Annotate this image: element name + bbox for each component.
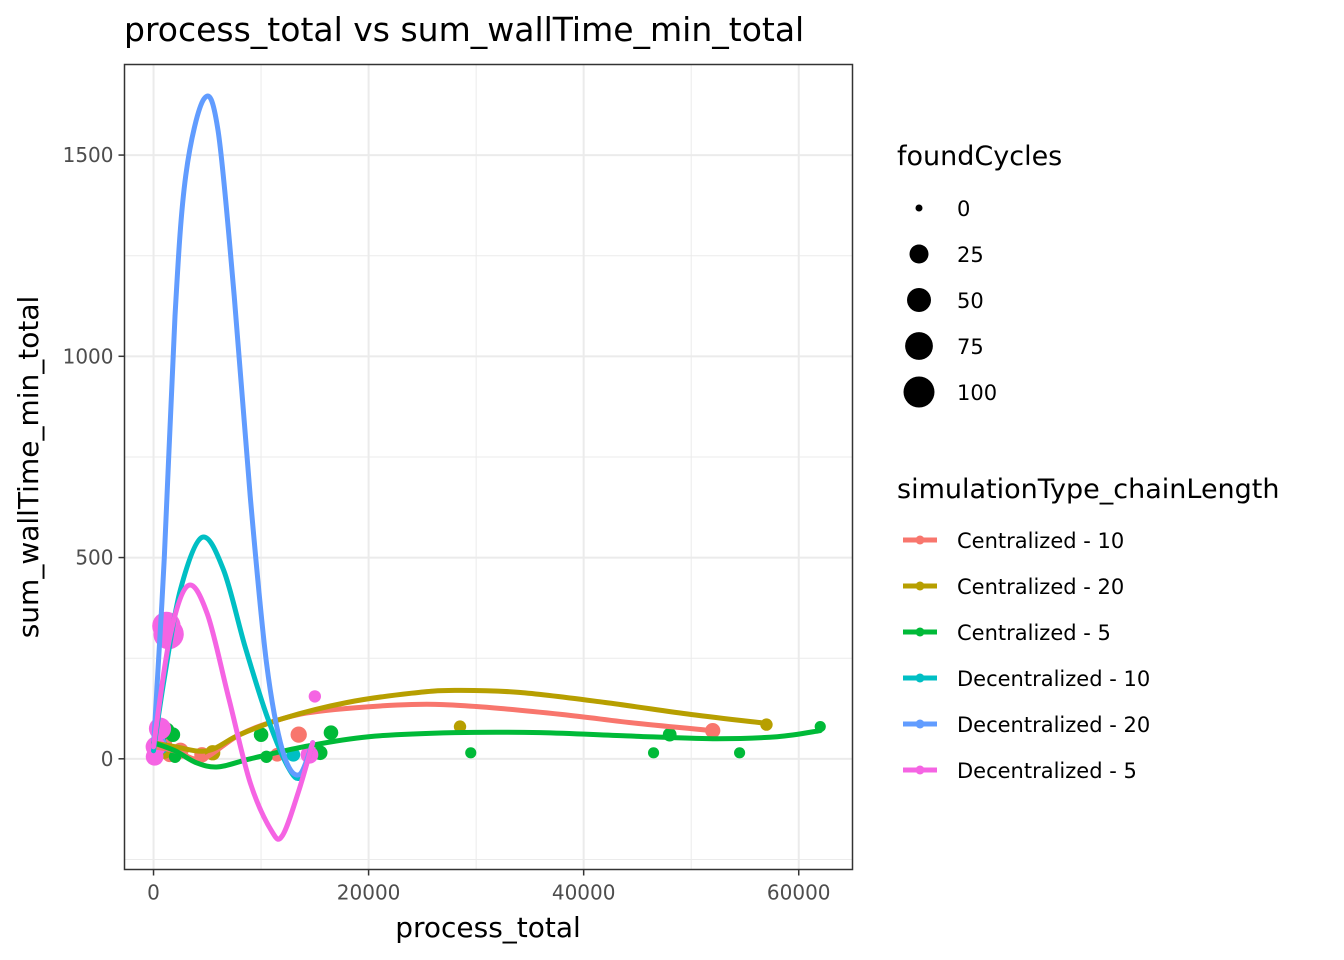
curve-centralized-5 <box>151 728 823 770</box>
size-legend: foundCycles 0 25 50 75 100 <box>897 141 1062 408</box>
color-legend-dot <box>915 627 925 637</box>
point-decentralized-5 <box>145 747 164 766</box>
curve-centralized-20 <box>151 687 769 754</box>
x-tick-label: 40000 <box>552 881 616 905</box>
color-legend-dot <box>915 581 925 591</box>
color-legend-label: Centralized - 5 <box>957 621 1111 645</box>
y-tick-label: 0 <box>101 747 114 771</box>
y-tick-label: 1500 <box>63 143 114 167</box>
y-tick-label: 1000 <box>63 344 114 368</box>
y-axis-title: sum_wallTime_min_total <box>12 296 45 639</box>
color-legend-label: Decentralized - 5 <box>957 759 1137 783</box>
size-legend-key <box>905 332 933 360</box>
point-decentralized-5 <box>308 690 322 703</box>
chart-title: process_total vs sum_wallTime_min_total <box>124 10 804 49</box>
color-legend-dot <box>915 719 925 729</box>
x-axis: 0 20000 40000 60000 <box>147 869 831 905</box>
size-legend-label: 75 <box>957 335 984 359</box>
color-legend-dot <box>915 765 925 775</box>
size-legend-label: 0 <box>957 197 970 221</box>
size-legend-key <box>903 376 935 408</box>
color-legend-label: Centralized - 10 <box>957 529 1124 553</box>
color-legend-label: Decentralized - 20 <box>957 713 1150 737</box>
color-legend-dot <box>915 535 925 545</box>
point-centralized-5 <box>465 747 477 759</box>
smooth-curves <box>151 93 823 842</box>
point-centralized-5 <box>323 725 339 740</box>
size-legend-key <box>907 288 931 312</box>
curve-decentralized-20 <box>151 93 316 778</box>
point-centralized-5 <box>734 747 746 759</box>
point-centralized-5 <box>253 727 269 742</box>
color-legend-title: simulationType_chainLength <box>897 474 1280 505</box>
size-legend-label: 50 <box>957 289 984 313</box>
point-centralized-20 <box>453 720 467 733</box>
color-legend-label: Centralized - 20 <box>957 575 1124 599</box>
color-legend-label: Decentralized - 10 <box>957 667 1150 691</box>
y-tick-label: 500 <box>75 546 113 570</box>
x-tick-label: 20000 <box>337 881 401 905</box>
color-legend-dot <box>915 673 925 683</box>
y-axis: 0 500 1000 1500 <box>63 143 125 771</box>
curve-centralized-10 <box>151 701 716 762</box>
color-legend: simulationType_chainLength Centralized -… <box>897 474 1280 783</box>
size-legend-key <box>915 204 923 212</box>
curve-decentralized-5 <box>151 582 316 842</box>
x-axis-title: process_total <box>395 911 581 944</box>
point-centralized-10 <box>290 726 307 743</box>
point-centralized-5 <box>647 747 660 759</box>
plot-panel <box>123 63 854 871</box>
x-tick-label: 0 <box>147 881 160 905</box>
size-legend-label: 100 <box>957 381 997 405</box>
x-tick-label: 60000 <box>767 881 831 905</box>
size-legend-title: foundCycles <box>897 141 1062 172</box>
panel-border <box>123 63 854 871</box>
size-legend-label: 25 <box>957 243 984 267</box>
size-legend-key <box>909 244 929 264</box>
